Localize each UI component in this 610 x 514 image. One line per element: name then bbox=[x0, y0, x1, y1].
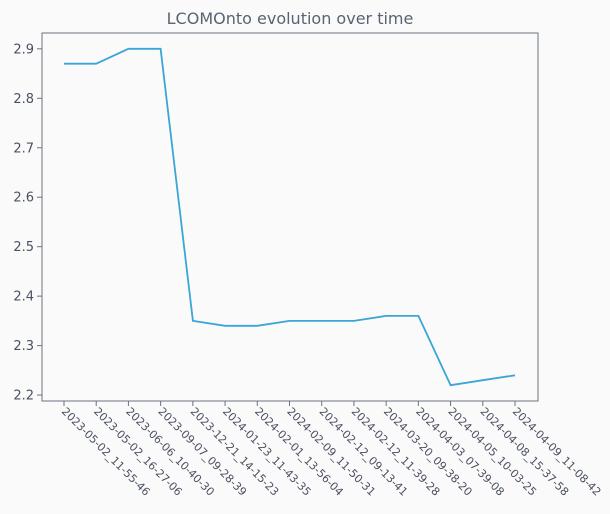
x-axis: 2023-05-02_11-55-462023-05-02_16-27-0620… bbox=[59, 401, 603, 499]
y-tick-label: 2.3 bbox=[13, 339, 34, 354]
y-tick-label: 2.9 bbox=[13, 42, 34, 57]
y-tick-label: 2.2 bbox=[13, 389, 34, 404]
y-tick-label: 2.4 bbox=[13, 290, 34, 305]
y-tick-label: 2.6 bbox=[13, 191, 34, 206]
chart-title: LCOMOnto evolution over time bbox=[167, 9, 414, 28]
plot-frame bbox=[41, 32, 539, 402]
series-line bbox=[64, 47, 516, 387]
y-tick-label: 2.7 bbox=[13, 141, 34, 156]
y-tick-label: 2.5 bbox=[13, 240, 34, 255]
y-tick-label: 2.8 bbox=[13, 92, 34, 107]
y-axis: 2.2 2.3 2.4 2.5 2.6 2.7 2.8 2.9 bbox=[13, 42, 42, 404]
